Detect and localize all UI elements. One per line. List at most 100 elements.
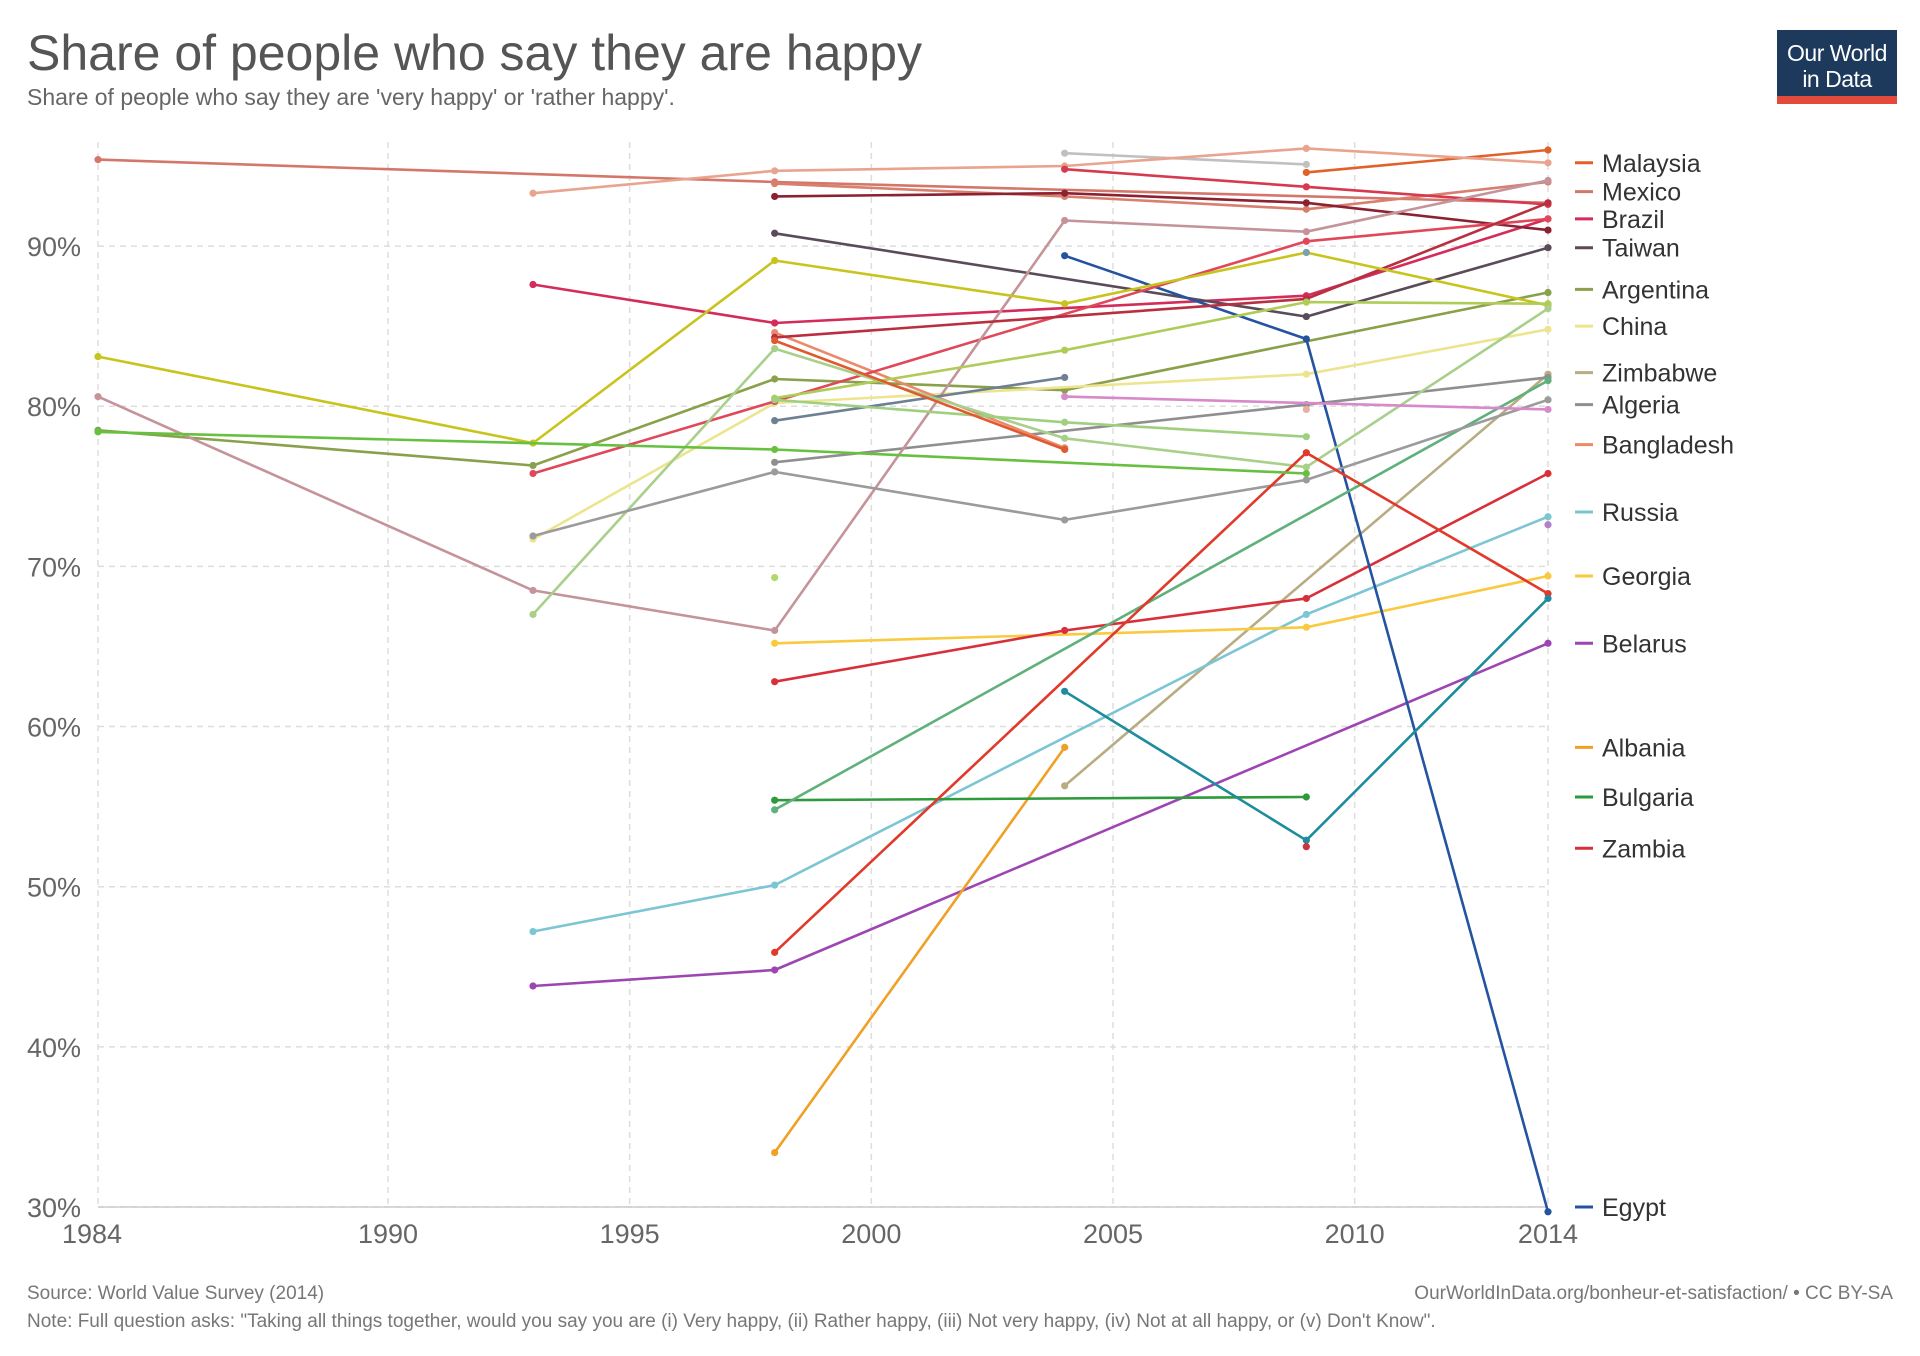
- data-point: [529, 469, 537, 478]
- x-tick-label: 1984: [62, 1219, 122, 1249]
- y-tick-label: 50%: [27, 873, 81, 903]
- data-point: [1302, 248, 1310, 257]
- data-point: [771, 180, 779, 188]
- legend-label: Albania: [1602, 734, 1685, 762]
- data-point: [1544, 1208, 1552, 1216]
- data-point: [529, 586, 537, 595]
- series-line: [774, 339, 1066, 451]
- series-line: [532, 217, 1549, 325]
- series-unlabeled: [1061, 594, 1552, 844]
- data-point: [1544, 513, 1552, 521]
- data-point: [1544, 288, 1552, 297]
- legend-item: Algeria: [1575, 392, 1680, 420]
- series-line: [1064, 151, 1307, 166]
- data-point: [1544, 572, 1552, 580]
- data-point: [1061, 687, 1069, 695]
- x-tick-label: 2010: [1325, 1219, 1385, 1249]
- data-point: [1302, 199, 1310, 207]
- series-unlabeled: [529, 215, 1552, 478]
- legend-label: Bangladesh: [1602, 432, 1734, 460]
- series-unlabeled: [94, 428, 1310, 478]
- data-point: [771, 966, 779, 974]
- series-argentina: [94, 288, 1552, 470]
- chart-axes: 30% 40% 50% 60% 70% 80% 90% 1984 1990 1995 2000 200…: [27, 232, 1578, 1249]
- legend-label: Belarus: [1602, 630, 1687, 658]
- series-russia: [529, 513, 1552, 936]
- series-unlabeled: [94, 248, 1552, 447]
- data-point: [1302, 168, 1310, 177]
- series-line: [97, 430, 1307, 475]
- data-point: [529, 461, 537, 470]
- legend-label: Georgia: [1602, 563, 1691, 591]
- series-line: [774, 379, 1549, 811]
- data-point: [771, 458, 779, 466]
- source-link[interactable]: OurWorldInData.org/bonheur-et-satisfacti…: [1414, 1283, 1893, 1304]
- series-unlabeled: [771, 373, 1069, 425]
- our-world-in-data-logo[interactable]: Our World in Data: [1777, 30, 1897, 104]
- series-unlabeled: [1061, 149, 1310, 169]
- data-point: [1302, 298, 1310, 306]
- series-line: [774, 574, 1549, 645]
- series-unlabeled: [94, 176, 1552, 635]
- y-tick-label: 70%: [27, 552, 81, 582]
- data-point: [1061, 782, 1069, 790]
- legend-label: Zambia: [1602, 835, 1685, 863]
- data-point: [1302, 205, 1310, 213]
- legend-label: Brazil: [1602, 206, 1665, 234]
- series-unlabeled: [771, 396, 1310, 441]
- series-line: [774, 376, 1065, 422]
- y-tick-label: 90%: [27, 232, 81, 262]
- data-point: [1544, 396, 1552, 404]
- data-point: [1302, 433, 1310, 441]
- data-point: [771, 806, 779, 814]
- x-tick-label: 2000: [841, 1219, 901, 1249]
- series-malaysia: [1302, 146, 1552, 177]
- data-point: [1544, 199, 1552, 207]
- data-point: [1061, 516, 1069, 524]
- data-point: [771, 319, 779, 327]
- data-point: [94, 393, 102, 401]
- data-point: [529, 280, 537, 289]
- legend-label: Zimbabwe: [1602, 360, 1717, 388]
- legend-item: Russia: [1575, 499, 1679, 527]
- series-line: [774, 300, 1549, 400]
- legend-item: Malaysia: [1575, 150, 1701, 178]
- data-point: [1302, 237, 1310, 245]
- series-taiwan: [771, 229, 1552, 321]
- legend-item: China: [1575, 313, 1667, 341]
- legend-label: Argentina: [1602, 276, 1709, 304]
- data-point: [771, 445, 779, 454]
- data-point: [1302, 449, 1310, 457]
- series-mexico: [94, 156, 1552, 207]
- chart-subtitle: Share of people who say they are 'very h…: [27, 84, 675, 110]
- data-point: [771, 678, 779, 686]
- data-point: [1544, 159, 1552, 167]
- series-line: [774, 472, 1549, 683]
- legend-label: Taiwan: [1602, 235, 1680, 263]
- data-point: [1302, 594, 1310, 603]
- data-point: [771, 167, 779, 175]
- data-point: [1061, 418, 1069, 426]
- data-point: [771, 336, 779, 345]
- series-line: [532, 642, 1549, 988]
- series-line: [97, 251, 1549, 445]
- data-point: [1302, 183, 1310, 191]
- data-point: [1302, 843, 1310, 851]
- x-tick-label: 1995: [600, 1219, 660, 1249]
- legend-label: China: [1602, 313, 1667, 341]
- series-unlabeled: [529, 304, 1552, 619]
- data-point: [771, 948, 779, 956]
- data-point: [1061, 445, 1069, 454]
- data-point: [1061, 626, 1069, 635]
- data-point: [1302, 476, 1310, 484]
- series-unlabeled: [1061, 393, 1552, 414]
- series-line: [532, 328, 1549, 541]
- series-bulgaria: [771, 793, 1310, 804]
- data-point: [1302, 463, 1310, 471]
- x-tick-label: 2014: [1518, 1219, 1578, 1249]
- series-line: [1064, 597, 1549, 842]
- data-point: [1544, 405, 1552, 414]
- legend-item: Taiwan: [1575, 235, 1680, 263]
- x-tick-label: 2005: [1083, 1219, 1143, 1249]
- data-point: [1302, 312, 1310, 321]
